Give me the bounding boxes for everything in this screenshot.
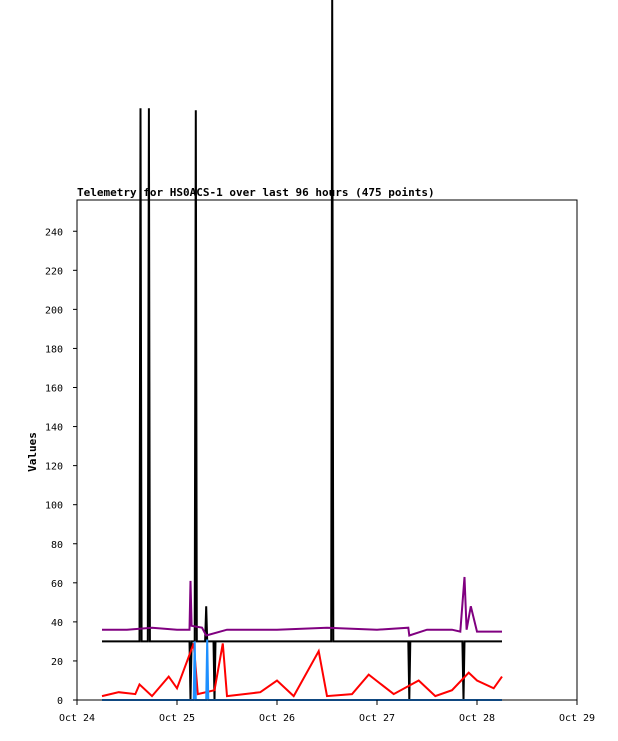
series-line-1 xyxy=(102,0,502,701)
series-line-3 xyxy=(101,643,503,698)
chart-title: Telemetry for HS0ACS-1 over last 96 hour… xyxy=(77,186,435,199)
series-layer xyxy=(101,0,503,701)
y-tick-label: 240 xyxy=(45,227,63,238)
y-tick-label: 180 xyxy=(45,344,63,355)
y-tick-label: 0 xyxy=(57,696,63,707)
y-tick-label: 120 xyxy=(45,462,63,473)
y-tick-label: 100 xyxy=(45,501,63,512)
x-tick-label: Oct 29 xyxy=(559,713,595,724)
y-axis-label: Values xyxy=(26,432,39,472)
y-tick-label: 20 xyxy=(51,657,63,668)
x-tick-label: Oct 27 xyxy=(359,713,395,724)
x-tick-label: Oct 24 xyxy=(59,713,95,724)
x-tick-label: Oct 28 xyxy=(459,713,495,724)
plot-frame xyxy=(76,199,578,701)
y-tick-label: 60 xyxy=(51,579,63,590)
y-tick-label: 200 xyxy=(45,305,63,316)
y-tick-label: 80 xyxy=(51,540,63,551)
ticks-layer: 0 20 40 60 80 100 120 140 160 180 200 220 240 Oct 24 O… xyxy=(45,227,595,724)
series-line-4 xyxy=(102,639,502,701)
y-tick-label: 160 xyxy=(45,384,63,395)
y-tick-label: 220 xyxy=(45,266,63,277)
y-tick-label: 40 xyxy=(51,618,63,629)
x-tick-label: Oct 26 xyxy=(259,713,295,724)
x-tick-label: Oct 25 xyxy=(159,713,195,724)
y-tick-label: 140 xyxy=(45,423,63,434)
series-line-2 xyxy=(102,576,502,637)
